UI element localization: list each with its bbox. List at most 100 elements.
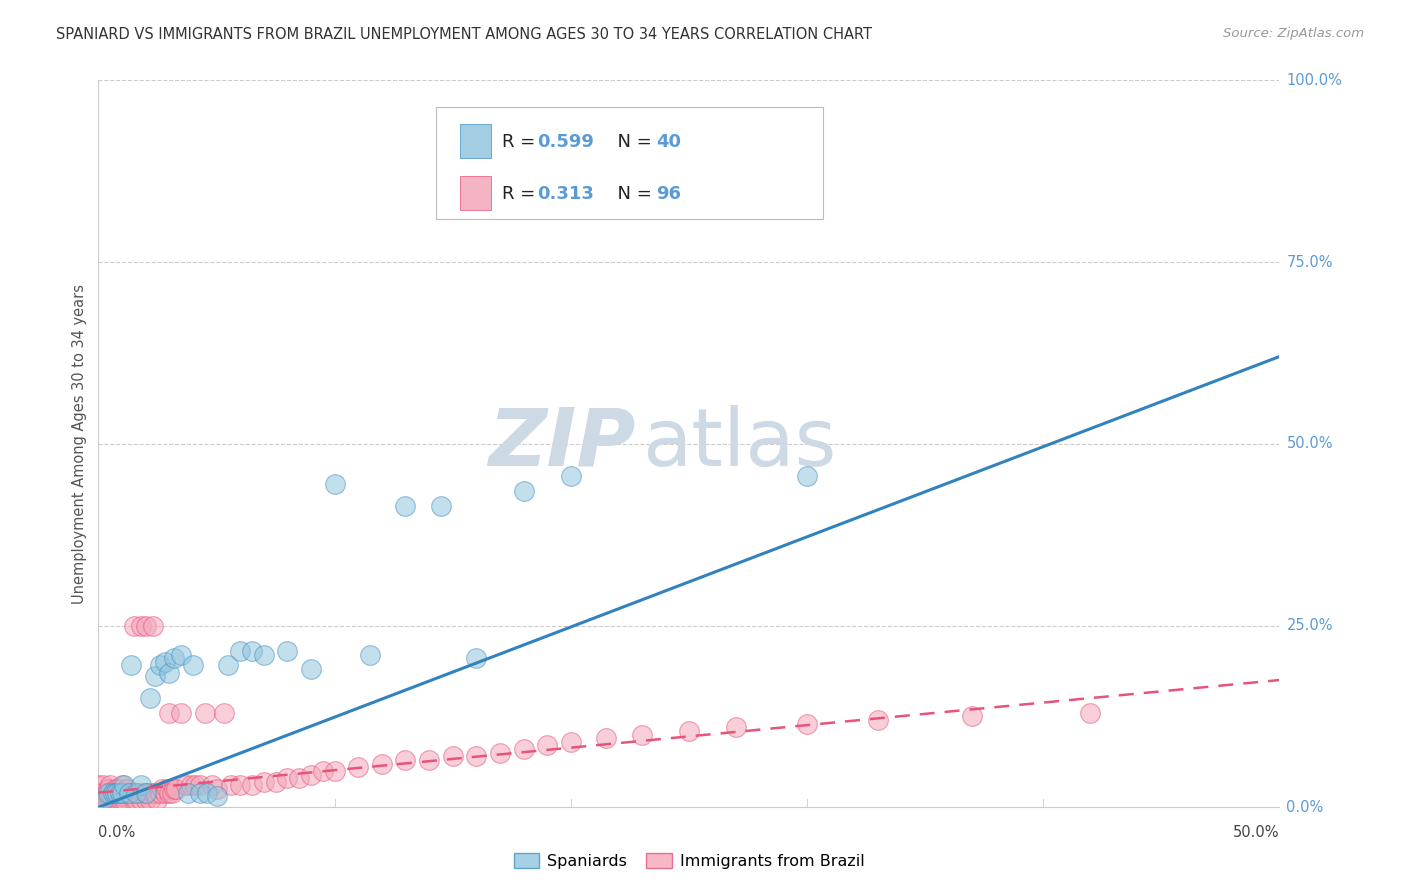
Point (299, 662, 322, 676)
Point (136, 786, 159, 800)
Text: N =: N = (606, 133, 658, 151)
Point (98, 779, 121, 793)
Point (143, 669, 166, 683)
Point (135, 618, 157, 632)
Point (108, 786, 131, 800)
Text: R =: R = (502, 185, 541, 202)
Point (94, 793, 117, 807)
Point (181, 658, 204, 673)
Point (512, 483, 534, 498)
Point (125, 786, 148, 800)
Point (264, 774, 287, 789)
Point (536, 739, 558, 753)
Text: ZIP: ZIP (488, 405, 636, 483)
Point (122, 793, 145, 807)
Point (276, 771, 298, 785)
Point (170, 706, 193, 720)
Point (91, 793, 114, 807)
Text: atlas: atlas (641, 405, 837, 483)
Text: 50.0%: 50.0% (1233, 825, 1279, 840)
Point (219, 779, 242, 793)
Point (441, 749, 464, 764)
Point (108, 793, 131, 807)
Point (90, 793, 112, 807)
Point (229, 644, 252, 658)
Point (105, 786, 128, 800)
Point (125, 793, 148, 807)
Text: 75.0%: 75.0% (1286, 254, 1333, 269)
Point (125, 786, 148, 800)
Point (101, 786, 124, 800)
Point (962, 709, 984, 723)
Point (394, 499, 416, 513)
Point (105, 793, 128, 807)
Point (465, 749, 488, 764)
Point (111, 789, 134, 804)
Point (91, 779, 114, 793)
Point (139, 793, 162, 807)
Point (170, 648, 193, 662)
Point (149, 658, 172, 673)
Point (111, 793, 134, 807)
Point (163, 651, 186, 665)
Point (153, 786, 176, 800)
Point (111, 786, 134, 800)
Point (118, 786, 141, 800)
Point (87, 793, 110, 807)
Point (135, 793, 157, 807)
Point (111, 786, 134, 800)
Point (678, 723, 700, 738)
Point (135, 786, 157, 800)
Point (146, 793, 169, 807)
Point (128, 786, 150, 800)
Point (157, 706, 180, 720)
Point (240, 779, 263, 793)
Text: 100.0%: 100.0% (1286, 73, 1343, 87)
Point (101, 786, 124, 800)
Point (323, 764, 346, 778)
Text: 25.0%: 25.0% (1286, 618, 1333, 633)
Point (90, 786, 112, 800)
Point (205, 789, 228, 804)
Point (115, 782, 138, 797)
Point (97, 786, 120, 800)
Point (97, 793, 120, 807)
Point (87, 786, 110, 800)
Point (101, 793, 124, 807)
Point (156, 782, 179, 797)
Point (512, 742, 534, 756)
Point (180, 779, 202, 793)
Point (142, 618, 165, 632)
Point (129, 779, 152, 793)
Point (312, 764, 335, 778)
Point (177, 786, 200, 800)
Point (194, 706, 217, 720)
Point (94, 786, 117, 800)
Point (143, 786, 166, 800)
Text: 40: 40 (657, 133, 682, 151)
Point (121, 658, 143, 673)
Point (91, 793, 114, 807)
Point (150, 782, 173, 797)
Point (135, 786, 157, 800)
Point (132, 786, 155, 800)
Point (394, 753, 416, 767)
Y-axis label: Unemployment Among Ages 30 to 34 years: Unemployment Among Ages 30 to 34 years (72, 284, 87, 604)
Point (430, 499, 453, 513)
Text: R =: R = (502, 133, 541, 151)
Point (560, 469, 582, 483)
Text: 96: 96 (657, 185, 682, 202)
Point (630, 728, 652, 742)
Point (418, 753, 440, 767)
Point (129, 793, 152, 807)
Point (104, 793, 127, 807)
Point (229, 779, 252, 793)
Point (371, 756, 394, 771)
Point (201, 779, 224, 793)
Point (112, 793, 135, 807)
Point (299, 767, 322, 781)
Point (121, 786, 143, 800)
Point (253, 648, 276, 662)
Point (87, 779, 110, 793)
Point (347, 760, 370, 774)
